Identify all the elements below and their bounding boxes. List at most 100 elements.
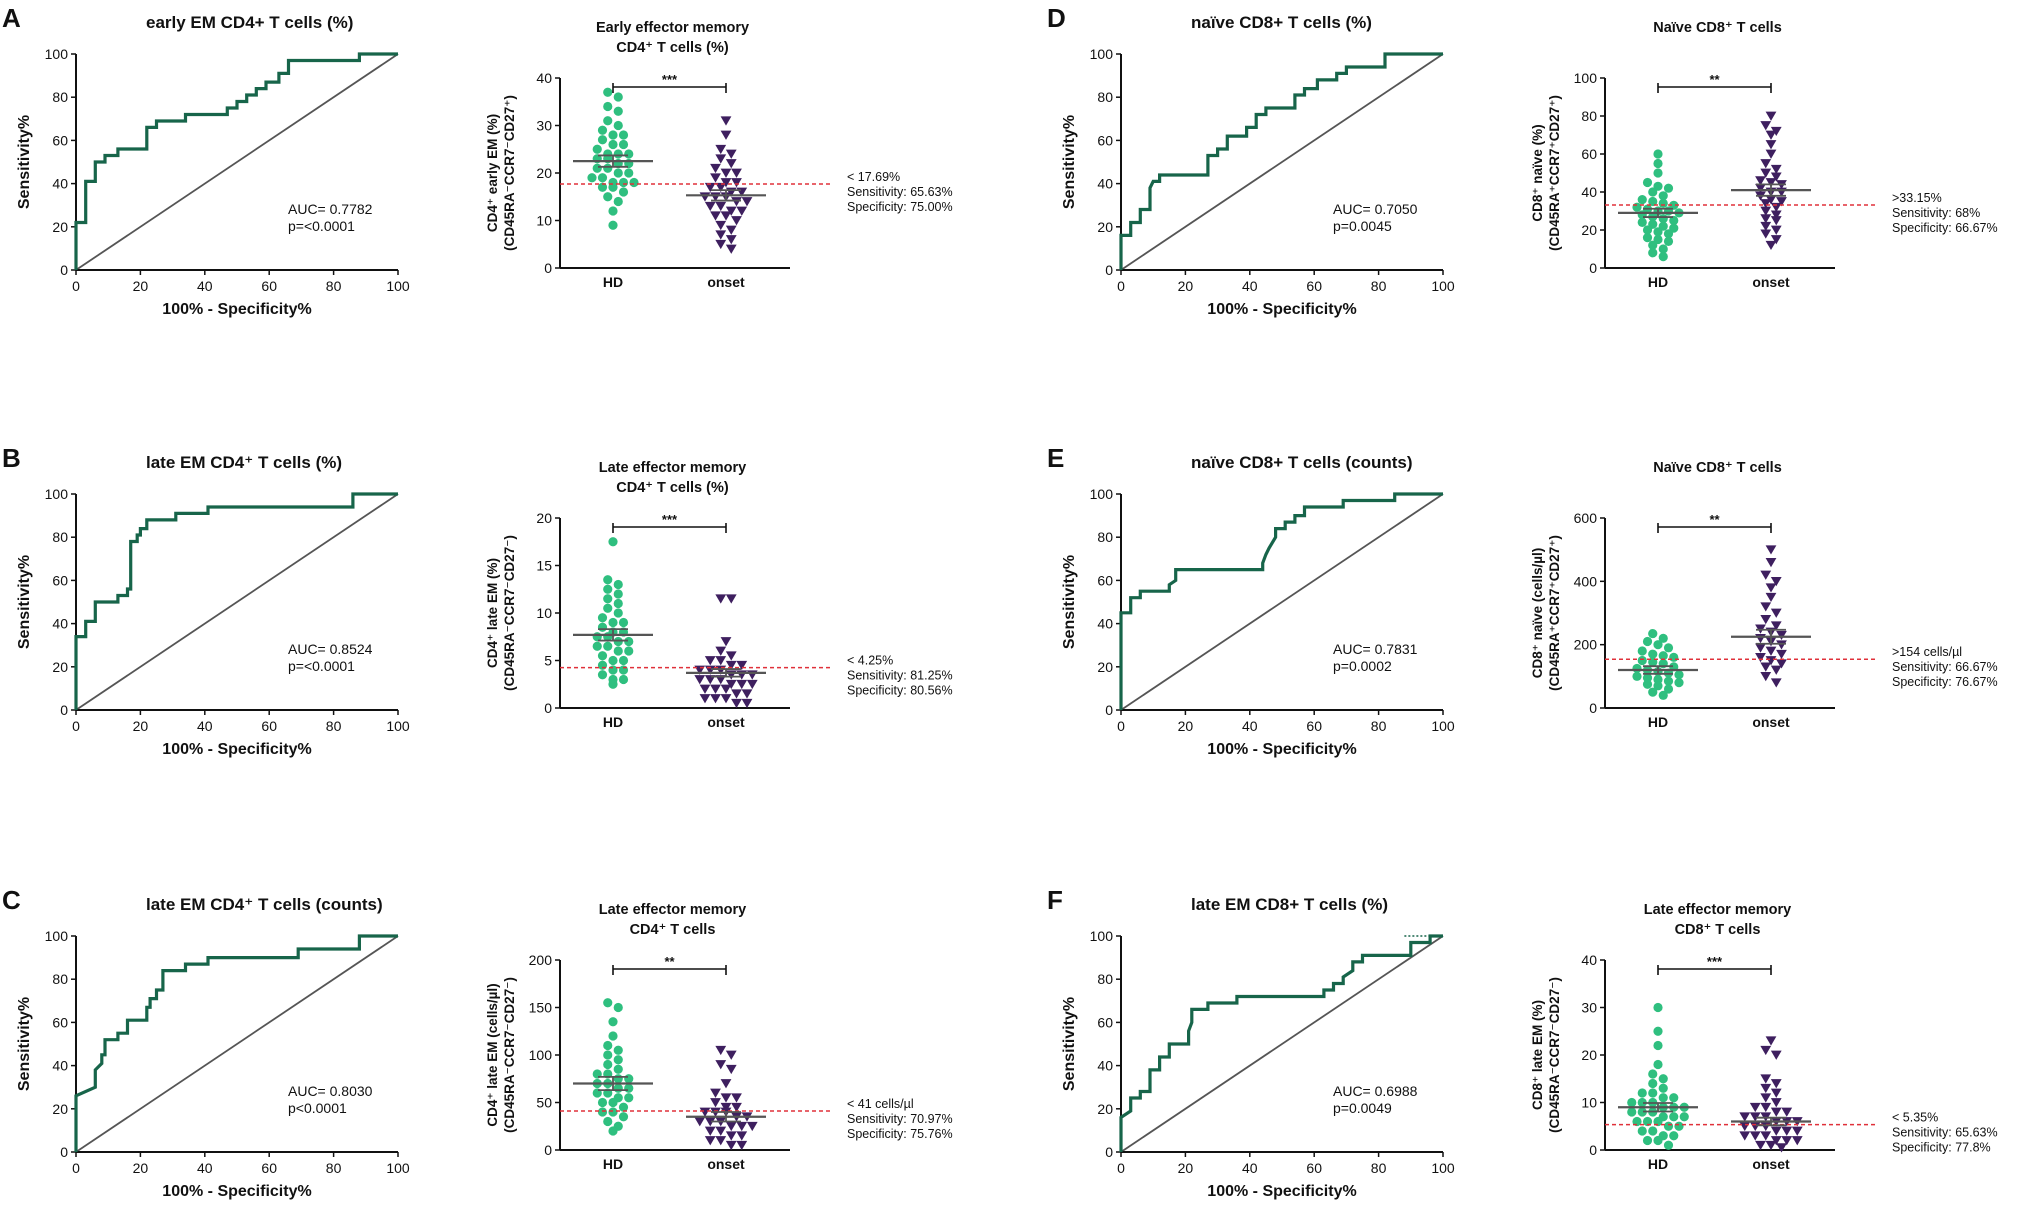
onset-data-point [710,1098,721,1108]
y-tick-label: 600 [1574,510,1598,526]
y-tick-label: 80 [52,89,68,105]
onset-data-point [720,684,732,694]
x-tick-label: 0 [1117,718,1125,734]
y-tick-label: 20 [1097,219,1113,235]
cutoff-annotation: Specificity: 75.76% [847,1127,953,1141]
onset-data-point [710,173,721,183]
category-label-onset: onset [707,1156,745,1172]
significance-stars: ** [1709,512,1720,527]
onset-data-point [1770,164,1782,175]
onset-data-point [1770,210,1782,220]
y-tick-label: 60 [1097,1014,1113,1030]
hd-data-point [603,584,613,594]
onset-data-point [725,206,737,216]
hd-data-point [1642,1135,1653,1146]
hd-data-point [613,1045,623,1055]
onset-data-point [1760,1131,1772,1141]
onset-data-point [699,684,711,694]
hd-data-point [1653,640,1663,650]
hd-data-point [1642,679,1653,689]
onset-data-point [736,1131,748,1141]
hd-data-point [603,603,613,613]
onset-data-point [1770,678,1782,688]
hd-data-point [603,1050,613,1060]
onset-data-point [1770,225,1782,235]
x-tick-label: 0 [72,278,80,294]
hd-data-point [1632,1116,1642,1127]
onset-data-point [704,1117,716,1127]
p-value-label: p=<0.0001 [288,658,355,674]
hd-data-point [603,87,613,97]
onset-data-point [715,182,727,193]
onset-data-point [746,1121,758,1132]
y-tick-label: 40 [1097,616,1113,632]
hd-data-point [592,163,602,173]
x-tick-label: 40 [1242,278,1258,294]
onset-data-point [725,679,737,690]
hd-data-point [1642,636,1653,647]
auc-label: AUC= 0.7050 [1333,201,1418,217]
y-axis-label-2: (CD45RA⁻CCR7⁻CD27⁻) [1547,977,1562,1133]
cutoff-annotation: Sensitivity: 66.67% [1892,660,1998,674]
onset-data-point [1770,608,1782,618]
onset-data-point [1755,643,1766,653]
onset-data-point [715,144,727,155]
onset-data-point [725,1050,737,1060]
y-tick-label: 40 [1097,176,1113,192]
onset-data-point [1760,159,1772,169]
scatter-title: Naïve CD8⁺ T cells [1653,20,1782,36]
y-tick-label: 60 [52,572,68,588]
hd-data-point [618,1102,629,1112]
y-tick-label: 30 [536,118,552,134]
hd-data-point [608,655,618,666]
hd-data-point [1669,1112,1679,1122]
hd-data-point [613,1002,623,1013]
hd-data-point [603,1040,613,1051]
hd-data-point [608,1097,618,1108]
x-tick-label: 80 [1371,718,1387,734]
onset-data-point [725,594,737,604]
onset-data-point [736,206,748,216]
onset-data-point [715,1126,727,1136]
hd-data-point [608,220,618,230]
auc-label: AUC= 0.7782 [288,201,373,217]
y-tick-label: 0 [1105,262,1113,278]
onset-data-point [1765,592,1777,603]
auc-label: AUC= 0.8524 [288,641,373,657]
onset-data-point [704,1136,716,1146]
onset-data-point [1781,1136,1793,1146]
onset-data-point [710,694,721,704]
hd-data-point [1669,1131,1679,1141]
x-tick-label: 60 [1306,1160,1322,1176]
x-tick-label: 60 [261,718,277,734]
category-label-hd: HD [603,714,623,730]
onset-data-point [731,216,742,226]
hd-data-point [613,1074,623,1084]
roc-curve [1119,492,1443,710]
onset-data-point [1781,1126,1793,1136]
panel-a-scatter: Early effector memory CD4⁺ T cells (%) 0 10… [485,20,953,290]
x-tick-label: 100 [1431,718,1455,734]
x-axis-label: 100% - Specificity% [162,741,311,758]
hd-data-point [613,636,623,647]
onset-data-point [1765,1140,1777,1151]
onset-data-point [715,239,727,250]
y-tick-label: 40 [52,176,68,192]
onset-data-point [1760,221,1772,232]
x-tick-label: 60 [1306,718,1322,734]
p-value-label: p=<0.0001 [288,218,355,234]
onset-data-point [1765,1036,1777,1046]
p-value-label: p=0.0049 [1333,1100,1392,1116]
hd-data-point [624,1074,634,1084]
onset-data-point [710,1088,721,1098]
onset-data-point [1776,197,1787,207]
onset-data-point [731,197,742,207]
x-tick-label: 80 [326,718,342,734]
hd-data-point [597,173,608,183]
onset-data-point [1776,649,1787,660]
reference-diagonal [1120,935,1444,1153]
onset-data-point [1760,1074,1772,1084]
onset-data-point [1760,1093,1772,1103]
y-tick-label: 40 [52,1058,68,1074]
